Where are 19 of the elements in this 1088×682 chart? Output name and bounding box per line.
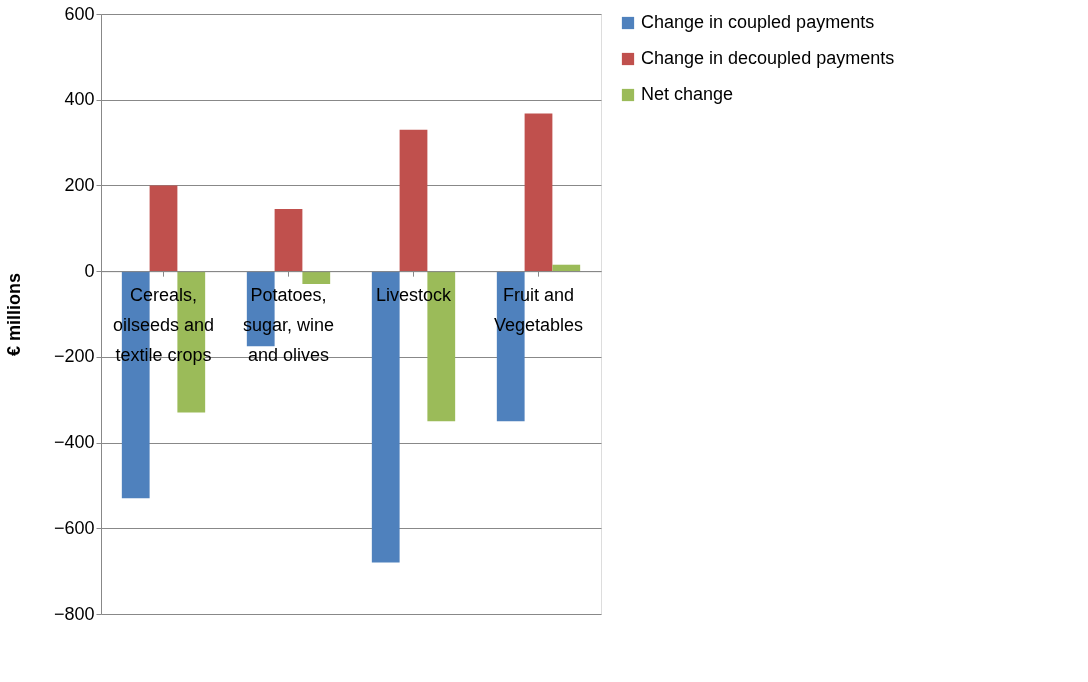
x-tick-label: Livestock xyxy=(375,284,453,305)
legend-label: Net change xyxy=(641,84,734,104)
bar xyxy=(302,271,331,284)
legend-label: Change in coupled payments xyxy=(641,12,875,32)
bar xyxy=(149,185,178,272)
y-tick-label: 0 xyxy=(84,260,95,281)
bar xyxy=(524,113,553,272)
y-axis-title: € millions xyxy=(3,272,24,357)
y-tick-label: −800 xyxy=(53,603,95,624)
y-tick-label: −600 xyxy=(53,517,95,538)
bar xyxy=(399,129,428,272)
y-tick-label: 600 xyxy=(64,3,95,24)
y-tick-label: 200 xyxy=(64,174,95,195)
bar xyxy=(552,264,581,272)
y-tick-label: −400 xyxy=(53,432,95,453)
y-tick-label: 400 xyxy=(64,89,95,110)
y-tick-label: −200 xyxy=(53,346,95,367)
bar xyxy=(274,209,303,272)
legend-label: Change in decoupled payments xyxy=(641,48,895,68)
